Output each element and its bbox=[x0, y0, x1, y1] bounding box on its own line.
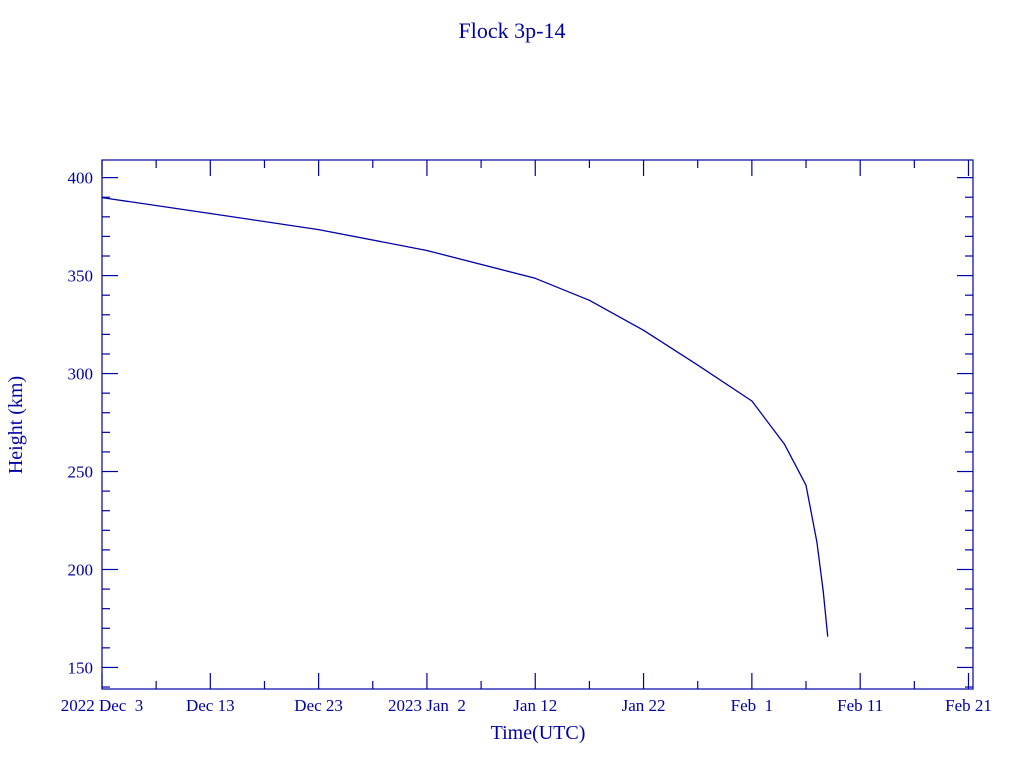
y-axis-label: Height (km) bbox=[5, 376, 27, 474]
x-tick-label: 2023 Jan 2 bbox=[388, 696, 466, 715]
x-tick-label: Feb 21 bbox=[945, 696, 992, 715]
data-point bbox=[697, 364, 699, 366]
y-tick-label: 350 bbox=[68, 267, 94, 286]
data-point bbox=[805, 484, 807, 486]
data-point bbox=[588, 299, 590, 301]
x-axis-label: Time(UTC) bbox=[491, 722, 586, 744]
x-tick-label: Dec 23 bbox=[294, 696, 343, 715]
y-tick-label: 250 bbox=[68, 463, 94, 482]
x-tick-label: Dec 13 bbox=[186, 696, 235, 715]
altitude-line bbox=[101, 196, 829, 637]
y-tick-label: 300 bbox=[68, 365, 94, 384]
y-tick-label: 150 bbox=[68, 658, 94, 677]
x-tick-label: Feb 1 bbox=[731, 696, 774, 715]
data-point bbox=[426, 249, 428, 252]
data-point bbox=[822, 590, 824, 592]
x-tick-label: Jan 12 bbox=[513, 696, 557, 715]
x-tick-label: Feb 11 bbox=[837, 696, 883, 715]
data-point bbox=[816, 541, 818, 543]
x-tick-label: 2022 Dec 3 bbox=[61, 696, 144, 715]
plot-frame bbox=[101, 159, 974, 690]
data-point bbox=[534, 277, 536, 279]
data-point bbox=[642, 329, 645, 331]
data-point bbox=[101, 197, 103, 199]
data-point bbox=[751, 400, 753, 402]
data-point bbox=[827, 635, 829, 637]
x-tick-label: Jan 22 bbox=[622, 696, 666, 715]
data-point bbox=[318, 228, 320, 231]
y-tick-label: 400 bbox=[68, 169, 94, 188]
data-point bbox=[209, 212, 211, 215]
chart-title: Flock 3p-14 bbox=[459, 18, 566, 43]
data-point bbox=[783, 443, 785, 445]
y-tick-label: 200 bbox=[68, 560, 94, 579]
